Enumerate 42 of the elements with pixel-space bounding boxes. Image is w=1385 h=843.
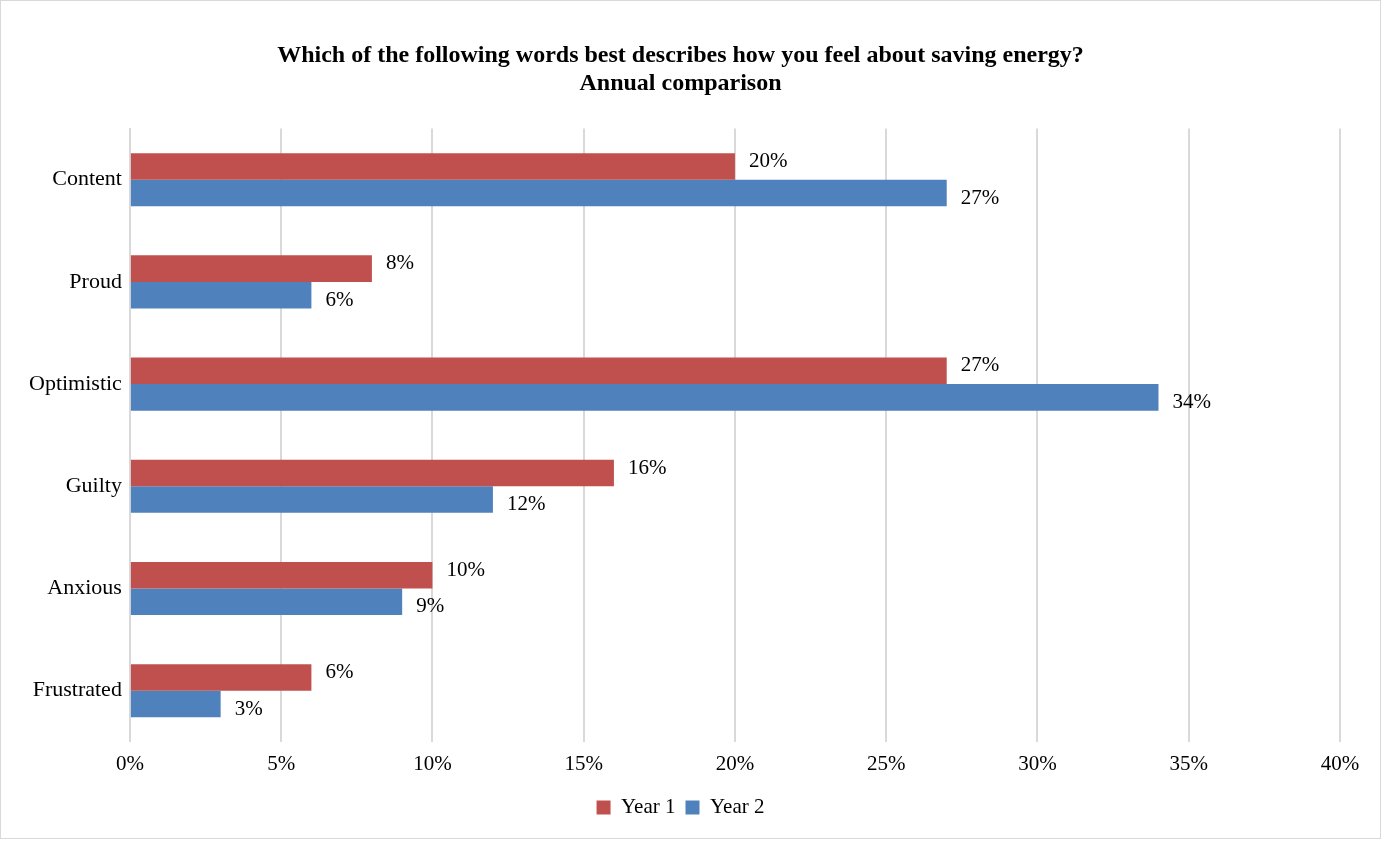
- y-tick-label: Proud: [69, 267, 122, 293]
- x-tick-label: 35%: [1169, 750, 1208, 775]
- data-label: 8%: [385, 250, 414, 275]
- data-label: 10%: [446, 556, 485, 581]
- data-label: 6%: [325, 658, 354, 683]
- data-label: 9%: [416, 593, 445, 618]
- bar: [130, 281, 312, 309]
- y-tick-label: Guilty: [65, 472, 122, 498]
- bar: [130, 588, 403, 616]
- y-tick-label: Content: [52, 165, 122, 191]
- y-tick-label: Anxious: [47, 574, 122, 600]
- bar: [130, 384, 1159, 411]
- data-label: 12%: [506, 491, 546, 516]
- x-tick-label: 40%: [1320, 750, 1360, 775]
- chart-title: Which of the following words best describes how you feel about saving energy? Annual comparison: [277, 40, 1084, 96]
- bar: [130, 179, 947, 207]
- data-label: 16%: [627, 454, 667, 479]
- bar: [130, 690, 221, 718]
- bar: [130, 153, 735, 180]
- bar: [130, 255, 372, 282]
- x-tick-label: 15%: [564, 750, 603, 775]
- x-tick-label: 5%: [267, 750, 296, 775]
- data-label: 6%: [325, 286, 354, 311]
- y-tick-label: Frustrated: [32, 676, 122, 702]
- bar: [130, 486, 493, 513]
- bar: [130, 459, 614, 487]
- legend-label: Year 1: [621, 794, 676, 819]
- data-label: 20%: [748, 147, 788, 172]
- x-tick-label: 20%: [715, 750, 755, 775]
- x-tick-label: 25%: [866, 750, 906, 775]
- data-label: 3%: [234, 695, 263, 720]
- bar: [130, 664, 312, 691]
- data-label: 27%: [960, 352, 1000, 377]
- data-label: 27%: [960, 184, 1000, 209]
- data-label: 34%: [1172, 388, 1211, 413]
- legend-label: Year 2: [710, 794, 765, 819]
- x-tick-label: 30%: [1018, 750, 1057, 775]
- bar: [130, 357, 947, 385]
- x-tick-label: 10%: [413, 750, 452, 775]
- bar: [130, 561, 433, 589]
- x-tick-label: 0%: [115, 750, 144, 775]
- y-tick-label: Optimistic: [29, 369, 123, 395]
